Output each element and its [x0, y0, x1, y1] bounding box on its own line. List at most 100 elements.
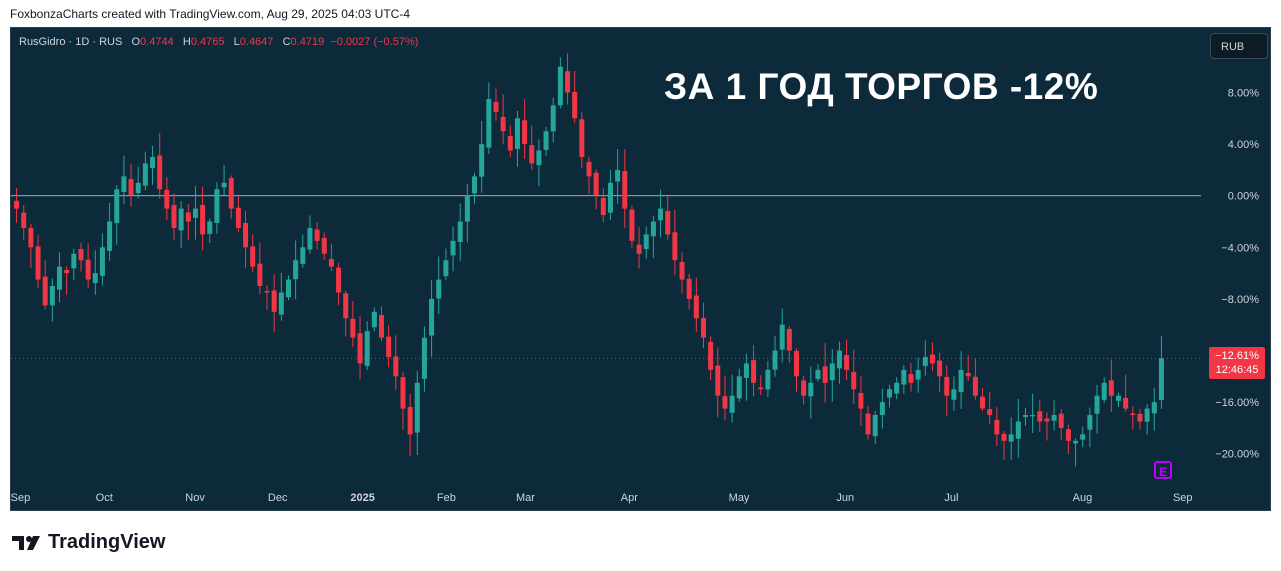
candle-body — [929, 354, 935, 364]
candle-body — [722, 396, 728, 409]
candle-body — [972, 376, 978, 396]
x-tick-label: Sep — [1173, 492, 1193, 504]
candle-body — [622, 171, 628, 209]
candle-body — [636, 244, 642, 254]
candle-body — [307, 227, 313, 250]
candle-body — [228, 178, 234, 209]
candle-body — [49, 286, 55, 306]
open-value: 0.4744 — [140, 36, 174, 48]
symbol-name[interactable]: RusGidro · 1D · RUS — [19, 36, 123, 48]
candle-body — [1037, 411, 1043, 422]
candle-body — [121, 176, 127, 192]
candle-body — [35, 246, 41, 280]
candle-body — [28, 227, 34, 248]
x-tick-label: Jul — [944, 492, 958, 504]
candle-body — [729, 395, 735, 413]
candle-body — [894, 382, 900, 394]
candle-body — [64, 270, 70, 274]
candle-body — [543, 131, 549, 150]
credit-line: FoxbonzaCharts created with TradingView.… — [10, 7, 411, 21]
candle-body — [221, 182, 227, 188]
candle-body — [786, 328, 792, 351]
chart-panel[interactable]: 12.00%8.00%4.00%0.00%−4.00%−8.00%−12.00%… — [10, 27, 1271, 511]
candle-body — [901, 369, 907, 385]
candle-body — [1158, 358, 1164, 401]
candle-body — [844, 355, 850, 370]
candle-body — [99, 247, 105, 276]
candle-body — [300, 247, 306, 264]
candle-body — [378, 315, 385, 338]
candle-body — [550, 105, 556, 132]
x-tick-label: Feb — [437, 492, 456, 504]
candle-body — [1051, 415, 1057, 421]
candle-body — [736, 376, 742, 399]
candle-body — [107, 221, 113, 251]
candle-body — [522, 120, 528, 145]
candle-body — [865, 413, 871, 435]
candle-body — [908, 373, 914, 383]
candle-body — [472, 176, 478, 194]
candle-body — [1065, 429, 1071, 441]
candle-body — [994, 419, 1000, 435]
candle-body — [285, 279, 291, 298]
y-tick-label: 0.00% — [1228, 191, 1259, 203]
candle-body — [328, 258, 334, 267]
candle-body — [271, 290, 277, 312]
tradingview-logo[interactable]: TradingView — [12, 531, 165, 554]
y-tick-label: −20.00% — [1215, 449, 1259, 461]
candle-body — [829, 363, 835, 381]
change-value: −0.0027 (−0.57%) — [330, 36, 419, 48]
y-tick-label: −8.00% — [1221, 294, 1259, 306]
candle-body — [851, 371, 857, 390]
y-tick-label: 8.00% — [1228, 88, 1259, 100]
candle-body — [572, 91, 578, 119]
candle-body — [808, 382, 814, 397]
candle-body — [235, 207, 241, 228]
candle-body — [1137, 413, 1143, 422]
earnings-icon[interactable]: E — [1154, 461, 1172, 479]
candle-body — [822, 366, 828, 383]
candles-layer — [14, 53, 1164, 467]
candle-body — [157, 155, 163, 190]
candle-body — [1058, 413, 1064, 428]
candle-body — [944, 377, 950, 396]
candle-body — [879, 402, 885, 416]
candle-body — [751, 360, 757, 383]
candle-body — [457, 221, 463, 242]
bar-countdown: 12:46:45 — [1215, 364, 1259, 376]
candle-body — [92, 273, 98, 283]
candle-body — [1144, 408, 1150, 422]
candle-body — [915, 369, 921, 380]
candle-body — [164, 189, 170, 209]
candle-body — [586, 161, 592, 177]
candle-body — [758, 387, 764, 390]
candle-body — [1015, 421, 1021, 439]
candle-body — [321, 237, 327, 254]
candle-body — [1101, 382, 1107, 400]
candle-body — [708, 341, 714, 370]
candle-body — [421, 337, 427, 379]
candle-body — [743, 363, 749, 378]
low-label: L — [233, 36, 240, 48]
candle-body — [343, 293, 349, 319]
candle-body — [1087, 415, 1093, 430]
candle-body — [414, 382, 420, 433]
currency-button[interactable]: RUB — [1210, 33, 1268, 59]
x-tick-label: Dec — [268, 492, 288, 504]
candle-body — [1151, 402, 1157, 414]
last-price-percent: −12.61% — [1215, 350, 1259, 362]
candle-body — [872, 415, 878, 437]
candle-body — [78, 249, 84, 261]
candle-body — [922, 356, 928, 366]
candle-body — [150, 157, 156, 169]
candle-body — [486, 98, 492, 148]
close-value: 0.4719 — [290, 36, 325, 48]
price-chart[interactable]: 12.00%8.00%4.00%0.00%−4.00%−8.00%−12.00%… — [11, 28, 1270, 510]
y-tick-label: 4.00% — [1228, 139, 1259, 151]
candle-body — [42, 276, 48, 306]
high-label: H — [182, 36, 191, 48]
candle-body — [836, 350, 842, 369]
candle-body — [1008, 434, 1014, 442]
candle-body — [772, 350, 778, 370]
candle-body — [142, 163, 148, 186]
